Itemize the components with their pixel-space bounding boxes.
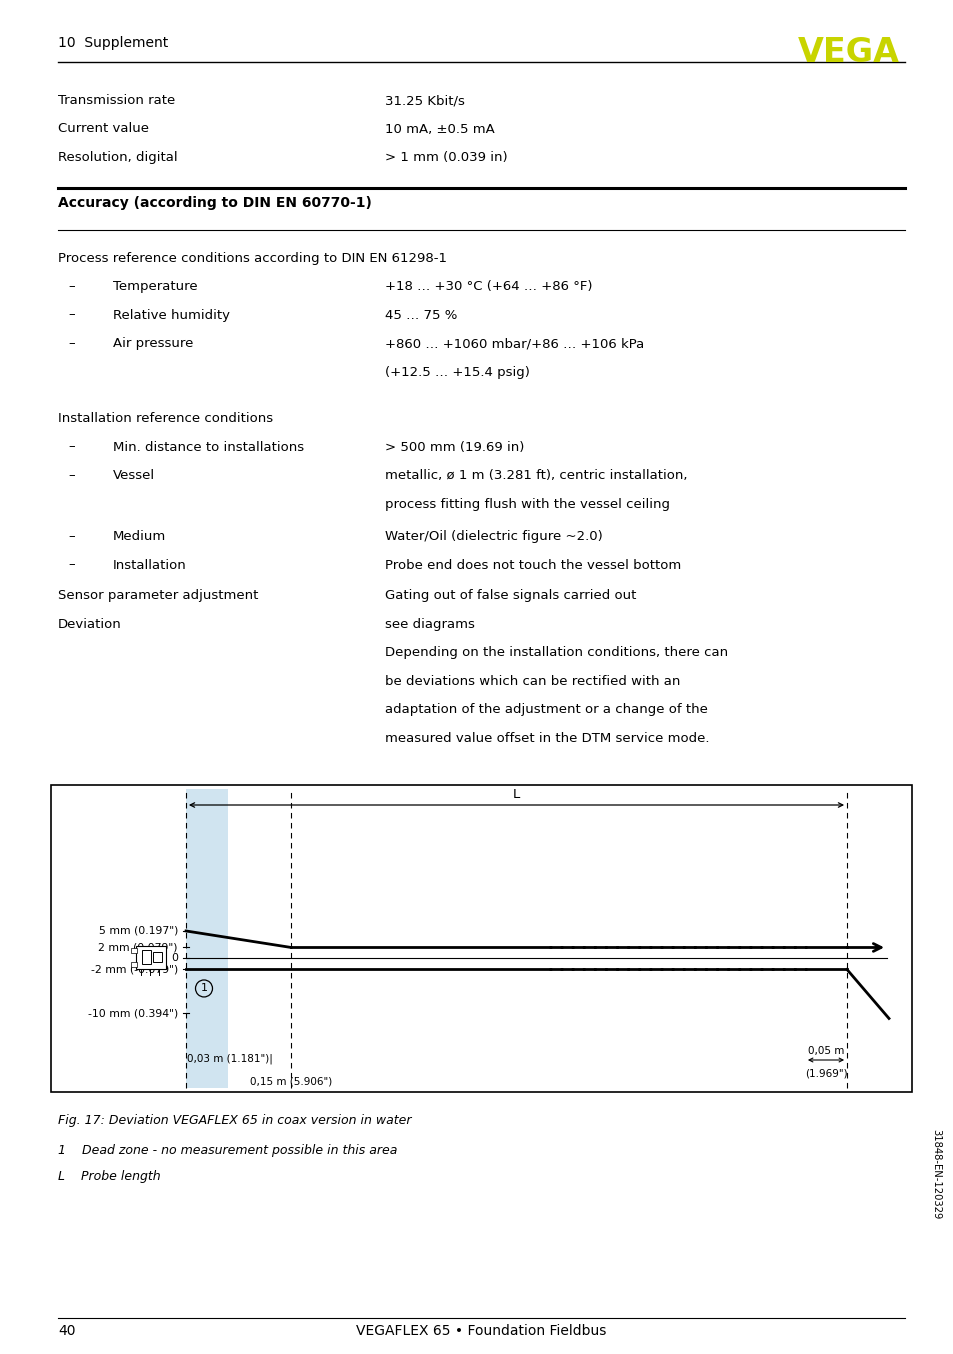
- Text: Depending on the installation conditions, there can: Depending on the installation conditions…: [385, 646, 727, 659]
- Text: +18 … +30 °C (+64 … +86 °F): +18 … +30 °C (+64 … +86 °F): [385, 280, 592, 292]
- Text: 0,05 m: 0,05 m: [807, 1047, 843, 1056]
- Text: Installation: Installation: [112, 558, 187, 571]
- Text: 0,15 m (5.906"): 0,15 m (5.906"): [250, 1076, 332, 1086]
- Text: 31848-EN-120329: 31848-EN-120329: [930, 1129, 940, 1219]
- Text: 1: 1: [200, 983, 208, 994]
- Text: Fig. 17: Deviation VEGAFLEX 65 in coax version in water: Fig. 17: Deviation VEGAFLEX 65 in coax v…: [58, 1114, 411, 1127]
- Text: > 1 mm (0.039 in): > 1 mm (0.039 in): [385, 152, 507, 164]
- Text: 31.25 Kbit/s: 31.25 Kbit/s: [385, 93, 464, 107]
- Bar: [142, 951, 151, 964]
- Bar: [51, 785, 911, 1091]
- Text: –: –: [68, 280, 74, 292]
- Text: Transmission rate: Transmission rate: [58, 93, 175, 107]
- Bar: [136, 946, 166, 969]
- Text: Vessel: Vessel: [112, 468, 155, 482]
- Text: VEGAFLEX 65 • Foundation Fieldbus: VEGAFLEX 65 • Foundation Fieldbus: [355, 1324, 606, 1338]
- Text: 1    Dead zone - no measurement possible in this area: 1 Dead zone - no measurement possible in…: [58, 1144, 397, 1158]
- Text: –: –: [68, 440, 74, 454]
- Text: –: –: [68, 529, 74, 543]
- Text: –: –: [68, 309, 74, 321]
- Text: Probe end does not touch the vessel bottom: Probe end does not touch the vessel bott…: [385, 558, 680, 571]
- Text: VEGA: VEGA: [797, 37, 899, 69]
- Text: +860 … +1060 mbar/+86 … +106 kPa: +860 … +1060 mbar/+86 … +106 kPa: [385, 337, 643, 349]
- Text: L: L: [513, 788, 519, 800]
- Text: –: –: [68, 337, 74, 349]
- Text: 10  Supplement: 10 Supplement: [58, 37, 168, 50]
- Text: 10 mA, ±0.5 mA: 10 mA, ±0.5 mA: [385, 122, 495, 135]
- Text: Relative humidity: Relative humidity: [112, 309, 230, 321]
- Text: Resolution, digital: Resolution, digital: [58, 152, 177, 164]
- Text: 0,03 m (1.181")|: 0,03 m (1.181")|: [187, 1053, 273, 1064]
- Text: Sensor parameter adjustment: Sensor parameter adjustment: [58, 589, 258, 603]
- Text: Gating out of false signals carried out: Gating out of false signals carried out: [385, 589, 636, 603]
- Text: Min. distance to installations: Min. distance to installations: [112, 440, 304, 454]
- Text: Medium: Medium: [112, 529, 166, 543]
- Text: 45 … 75 %: 45 … 75 %: [385, 309, 456, 321]
- Text: (+12.5 … +15.4 psig): (+12.5 … +15.4 psig): [385, 366, 529, 379]
- Text: Temperature: Temperature: [112, 280, 197, 292]
- Text: –: –: [68, 558, 74, 571]
- Text: Process reference conditions according to DIN EN 61298-1: Process reference conditions according t…: [58, 252, 447, 264]
- Text: Deviation: Deviation: [58, 617, 122, 631]
- Bar: [131, 948, 137, 953]
- Text: –: –: [68, 468, 74, 482]
- Text: Accuracy (according to DIN EN 60770-1): Accuracy (according to DIN EN 60770-1): [58, 195, 372, 210]
- Text: Water/Oil (dielectric figure ~2.0): Water/Oil (dielectric figure ~2.0): [385, 529, 602, 543]
- Bar: [152, 952, 162, 963]
- Text: > 500 mm (19.69 in): > 500 mm (19.69 in): [385, 440, 524, 454]
- Text: Air pressure: Air pressure: [112, 337, 193, 349]
- Text: adaptation of the adjustment or a change of the: adaptation of the adjustment or a change…: [385, 703, 707, 716]
- Text: (1.969"): (1.969"): [803, 1068, 846, 1078]
- Bar: [186, 789, 228, 1089]
- Text: measured value offset in the DTM service mode.: measured value offset in the DTM service…: [385, 731, 709, 745]
- Bar: [131, 961, 137, 967]
- Text: Installation reference conditions: Installation reference conditions: [58, 412, 273, 425]
- Text: -10 mm (0.394"): -10 mm (0.394"): [88, 1009, 178, 1018]
- Text: Current value: Current value: [58, 122, 149, 135]
- Text: L    Probe length: L Probe length: [58, 1170, 160, 1183]
- Text: 0: 0: [171, 953, 178, 964]
- Text: process fitting flush with the vessel ceiling: process fitting flush with the vessel ce…: [385, 497, 669, 510]
- Text: be deviations which can be rectified with an: be deviations which can be rectified wit…: [385, 674, 679, 688]
- Text: -2 mm (-0.079"): -2 mm (-0.079"): [91, 964, 178, 975]
- Text: 5 mm (0.197"): 5 mm (0.197"): [98, 926, 178, 936]
- Text: 2 mm (0.079"): 2 mm (0.079"): [98, 942, 178, 952]
- Text: 40: 40: [58, 1324, 75, 1338]
- Text: metallic, ø 1 m (3.281 ft), centric installation,: metallic, ø 1 m (3.281 ft), centric inst…: [385, 468, 687, 482]
- Text: see diagrams: see diagrams: [385, 617, 475, 631]
